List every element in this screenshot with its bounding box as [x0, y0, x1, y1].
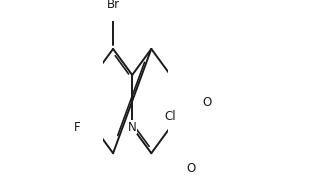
- Text: O: O: [202, 96, 212, 109]
- Text: F: F: [74, 121, 81, 134]
- Text: Br: Br: [107, 0, 120, 11]
- Text: N: N: [128, 121, 137, 134]
- Text: Cl: Cl: [165, 110, 176, 123]
- Text: O: O: [187, 162, 196, 175]
